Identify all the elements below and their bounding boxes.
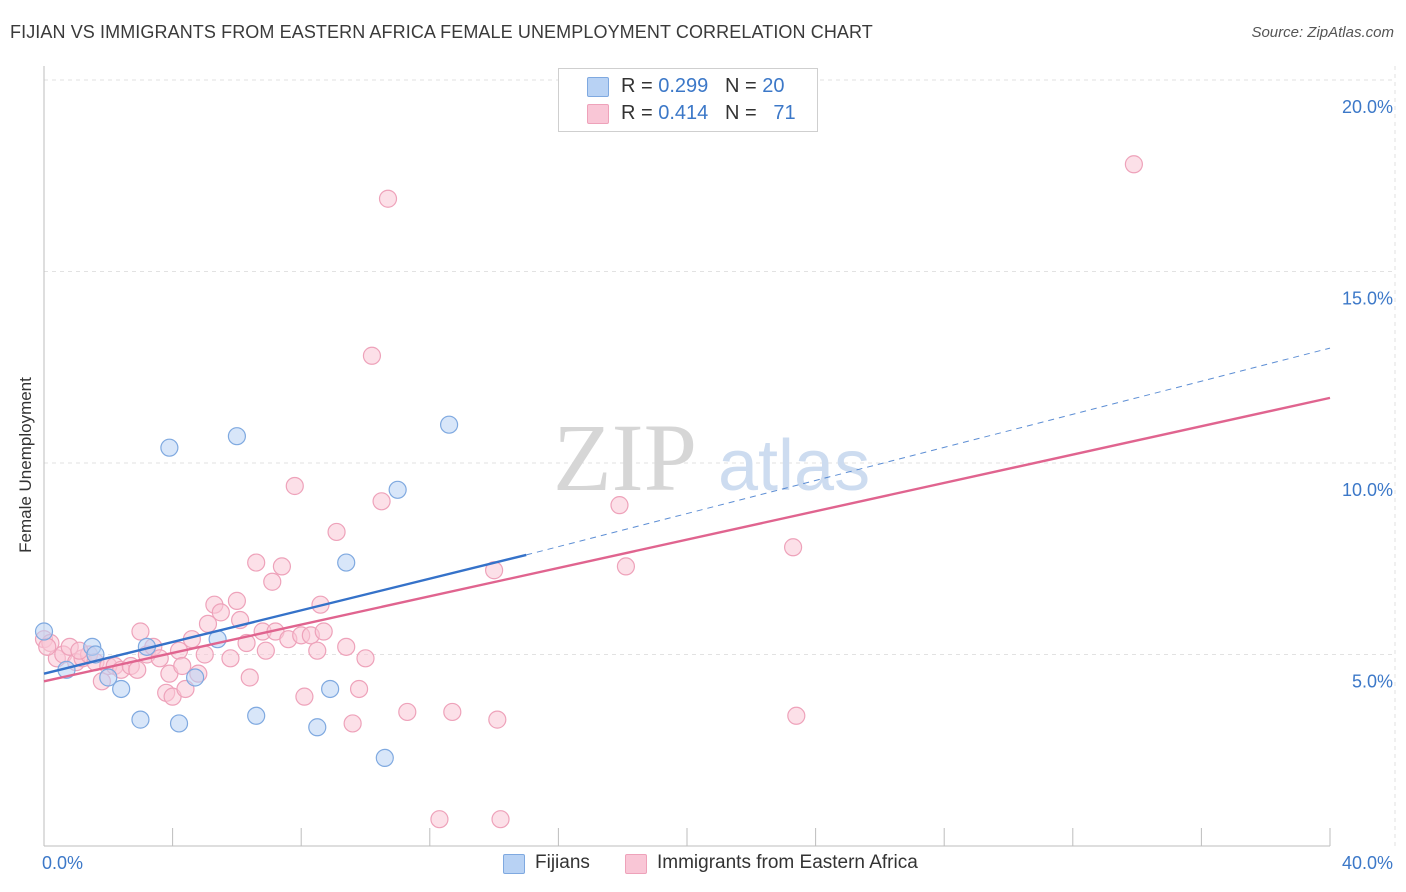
eastern-africa-point xyxy=(295,687,314,706)
y-tick-label: 15.0% xyxy=(1342,289,1393,309)
legend-r-label: R = xyxy=(621,102,659,124)
eastern-africa-point xyxy=(610,496,629,515)
eastern-africa-point xyxy=(398,702,417,722)
eastern-africa-point xyxy=(173,656,192,676)
trend-lines xyxy=(43,347,1331,683)
fijians-point xyxy=(227,427,246,446)
eastern-africa-point xyxy=(378,189,398,208)
chart-title: FIJIAN VS IMMIGRANTS FROM EASTERN AFRICA… xyxy=(10,22,873,42)
eastern-africa-point xyxy=(349,679,369,699)
eastern-africa-point xyxy=(256,641,275,660)
watermark-zip: ZIP xyxy=(553,404,697,511)
legend-n-value: 20 xyxy=(762,75,785,97)
eastern-africa-point xyxy=(488,710,507,729)
eastern-africa-point xyxy=(247,553,266,572)
y-tick-label: 5.0% xyxy=(1352,672,1393,692)
eastern-africa-point xyxy=(131,622,150,641)
legend-text-fijians: R = 0.299 N = 20 xyxy=(621,75,784,98)
fijians-point xyxy=(375,748,394,768)
fijians-point xyxy=(439,415,459,434)
bottom-legend-swatch-fijians xyxy=(503,854,525,874)
legend-n-value: 71 xyxy=(773,102,796,124)
eastern-africa-point xyxy=(616,557,636,576)
eastern-africa-point xyxy=(128,660,147,679)
legend-r-value: 0.299 xyxy=(658,75,709,97)
y-tick-label: 10.0% xyxy=(1342,480,1393,500)
y-axis-label: Female Unemployment xyxy=(16,377,35,553)
axes xyxy=(43,66,1331,847)
fijians-point xyxy=(34,622,54,641)
x-tick-labels: 0.0% 40.0% xyxy=(42,853,1393,873)
eastern-africa-point xyxy=(372,492,391,511)
zipatlas-watermark: ZIP atlas xyxy=(553,404,870,511)
fijians-point xyxy=(388,480,407,499)
eastern-africa-point xyxy=(314,622,333,641)
eastern-africa-point xyxy=(285,476,304,496)
watermark-atlas: atlas xyxy=(718,426,870,506)
fijians-point xyxy=(247,706,266,725)
legend-n-label: N = xyxy=(724,75,763,97)
eastern-africa-point xyxy=(308,641,327,660)
fijians-point xyxy=(160,438,179,457)
correlation-legend: R = 0.299 N = 20 R = 0.414 N = 71 xyxy=(558,68,818,132)
eastern-africa-point xyxy=(327,522,346,542)
eastern-africa-trend-line xyxy=(43,396,1331,683)
bottom-legend-label-eastern-africa: Immigrants from Eastern Africa xyxy=(657,852,918,873)
eastern-africa-point xyxy=(1124,155,1143,174)
eastern-africa-point xyxy=(211,603,230,622)
y-axis-label-wrap: Female Unemployment xyxy=(6,377,46,553)
eastern-africa-point xyxy=(443,702,462,722)
fijians-point xyxy=(112,679,131,699)
fijians-point xyxy=(99,668,118,687)
eastern-africa-point xyxy=(783,538,803,557)
legend-r-value: 0.414 xyxy=(658,102,709,124)
y-tick-label: 20.0% xyxy=(1342,97,1393,117)
eastern-africa-point xyxy=(362,346,382,365)
eastern-africa-point xyxy=(356,649,375,668)
eastern-africa-point xyxy=(221,649,240,668)
eastern-africa-point xyxy=(272,557,292,576)
eastern-africa-point xyxy=(787,706,806,725)
legend-text-eastern-africa: R = 0.414 N = 71 xyxy=(621,102,796,125)
fijians-point xyxy=(169,714,189,733)
x-tick-label: 40.0% xyxy=(1342,853,1393,873)
legend-n-label: N = xyxy=(724,102,763,124)
eastern-africa-point xyxy=(263,572,282,591)
fijians-trend-line xyxy=(43,553,527,675)
eastern-africa-point xyxy=(195,645,214,664)
source-label: Source: ZipAtlas.com xyxy=(1251,24,1394,41)
y-tick-labels: 5.0% 10.0% 15.0% 20.0% xyxy=(1342,97,1393,692)
eastern-africa-point xyxy=(491,810,510,829)
legend-swatch-eastern-africa xyxy=(587,104,609,124)
eastern-africa-point xyxy=(337,637,356,656)
eastern-africa-point xyxy=(343,714,362,733)
bottom-legend-label-fijians: Fijians xyxy=(535,852,590,873)
eastern-africa-point xyxy=(240,668,259,687)
x-tick-label: 0.0% xyxy=(42,853,83,873)
bottom-legend-swatch-eastern-africa xyxy=(625,854,647,874)
fijians-point xyxy=(337,553,356,572)
eastern-africa-point xyxy=(430,810,449,829)
eastern-africa-point xyxy=(38,637,57,656)
legend-swatch-fijians xyxy=(587,77,609,97)
fijians-point xyxy=(321,679,340,699)
fijians-point xyxy=(308,718,327,737)
eastern-africa-point xyxy=(227,591,246,610)
fijians-point xyxy=(186,668,205,687)
legend-r-label: R = xyxy=(621,75,659,97)
fijians-point xyxy=(131,710,150,729)
